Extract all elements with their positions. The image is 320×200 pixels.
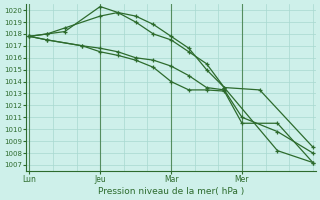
X-axis label: Pression niveau de la mer( hPa ): Pression niveau de la mer( hPa ): [98, 187, 244, 196]
